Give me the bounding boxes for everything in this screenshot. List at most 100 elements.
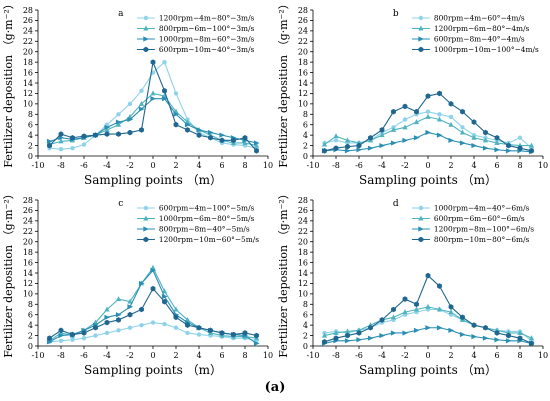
data-point bbox=[425, 325, 432, 331]
x-tick-label: 4 bbox=[196, 351, 201, 360]
data-point bbox=[161, 293, 168, 300]
data-point bbox=[93, 324, 98, 331]
x-tick-label: -4 bbox=[103, 351, 111, 360]
data-point bbox=[494, 147, 501, 153]
data-point bbox=[517, 329, 523, 335]
y-tick-label: 6 bbox=[28, 311, 33, 320]
data-point bbox=[58, 138, 64, 144]
y-tick-label: 18 bbox=[23, 58, 33, 67]
y-tick-label: 14 bbox=[23, 269, 33, 278]
y-tick-label: 28 bbox=[298, 6, 308, 15]
y-axis-title: Fertilizer deposition （g·m⁻²） bbox=[277, 188, 290, 358]
data-point bbox=[162, 321, 167, 327]
data-point bbox=[333, 145, 339, 151]
data-point bbox=[254, 332, 259, 339]
x-tick-label: -6 bbox=[355, 351, 363, 360]
data-point bbox=[448, 137, 455, 143]
y-tick-label: 12 bbox=[298, 279, 308, 288]
data-point bbox=[402, 309, 408, 315]
data-point bbox=[81, 142, 87, 147]
data-point bbox=[322, 339, 327, 345]
data-point bbox=[413, 135, 420, 141]
data-point bbox=[436, 325, 443, 331]
y-tick-label: 0 bbox=[28, 342, 33, 351]
x-axis-title: Sampling points （m） bbox=[84, 173, 222, 187]
legend-entry: 800rpm−10m−80°−6m/s bbox=[434, 235, 530, 244]
data-point bbox=[185, 322, 190, 328]
data-point bbox=[162, 88, 167, 94]
legend-entry: 1200rpm−8m−100°−6m/s bbox=[434, 225, 534, 234]
data-point bbox=[448, 327, 455, 333]
data-point bbox=[345, 332, 350, 339]
y-tick-label: 4 bbox=[303, 321, 308, 330]
data-point bbox=[254, 147, 259, 154]
data-point bbox=[104, 319, 110, 326]
x-axis-title: Sampling points （m） bbox=[359, 363, 497, 377]
series-1 bbox=[47, 59, 259, 152]
data-point bbox=[425, 93, 431, 99]
y-tick-label: 20 bbox=[23, 238, 33, 247]
series-1 bbox=[322, 307, 534, 343]
data-point bbox=[494, 337, 501, 343]
data-point bbox=[58, 338, 64, 343]
y-tick-label: 22 bbox=[23, 37, 33, 46]
data-point bbox=[390, 314, 397, 320]
chart-panel-c: -10 -8 -6 -4 -2 0 2 4 6 8 100246810121416182022242… bbox=[2, 188, 273, 377]
data-point bbox=[58, 131, 64, 137]
data-point bbox=[471, 322, 477, 328]
legend-marker bbox=[418, 36, 424, 42]
x-tick-label: 4 bbox=[196, 161, 201, 170]
x-tick-label: 6 bbox=[219, 161, 224, 170]
y-tick-label: 26 bbox=[298, 16, 308, 25]
data-point bbox=[138, 280, 145, 287]
data-point bbox=[529, 147, 534, 154]
data-point bbox=[196, 132, 202, 138]
data-point bbox=[471, 334, 478, 340]
data-point bbox=[46, 339, 53, 345]
data-point bbox=[185, 127, 190, 133]
data-point bbox=[517, 335, 523, 341]
legend-marker bbox=[418, 215, 424, 221]
data-point bbox=[127, 101, 133, 107]
panel-label: c bbox=[118, 199, 123, 209]
data-point bbox=[390, 330, 397, 336]
data-point bbox=[448, 304, 454, 310]
data-point bbox=[367, 145, 374, 151]
data-point bbox=[379, 142, 386, 149]
data-point bbox=[173, 91, 179, 96]
data-point bbox=[70, 134, 75, 141]
y-tick-label: 18 bbox=[298, 58, 308, 67]
x-tick-label: -2 bbox=[126, 351, 134, 360]
data-point bbox=[517, 135, 523, 140]
data-point bbox=[379, 132, 385, 138]
legend-marker bbox=[143, 205, 149, 211]
data-point bbox=[402, 117, 408, 122]
data-point bbox=[253, 142, 260, 148]
y-tick-label: 26 bbox=[23, 16, 33, 25]
data-point bbox=[185, 330, 190, 336]
x-tick-label: 8 bbox=[517, 351, 522, 360]
y-axis-title: Fertilizer deposition （g·m⁻²） bbox=[2, 0, 15, 168]
series-3 bbox=[46, 96, 260, 146]
data-point bbox=[344, 338, 351, 344]
data-point bbox=[127, 298, 133, 304]
data-point bbox=[253, 140, 260, 146]
y-axis-title: Fertilizer deposition （g·m⁻²） bbox=[277, 0, 290, 168]
y-tick-label: 2 bbox=[28, 141, 33, 150]
y-tick-label: 10 bbox=[298, 290, 308, 299]
series-4 bbox=[47, 285, 259, 341]
y-tick-label: 0 bbox=[303, 342, 308, 351]
x-axis-title: Sampling points （m） bbox=[359, 173, 497, 187]
data-point bbox=[391, 306, 396, 313]
y-tick-label: 22 bbox=[23, 227, 33, 236]
data-point bbox=[528, 142, 535, 148]
y-axis-title: Fertilizer deposition （g·m⁻²） bbox=[2, 188, 15, 358]
data-point bbox=[139, 322, 144, 328]
legend-marker bbox=[143, 15, 149, 21]
data-point bbox=[104, 131, 110, 137]
data-point bbox=[402, 137, 409, 143]
x-tick-label: -4 bbox=[378, 351, 386, 360]
data-point bbox=[127, 311, 133, 318]
